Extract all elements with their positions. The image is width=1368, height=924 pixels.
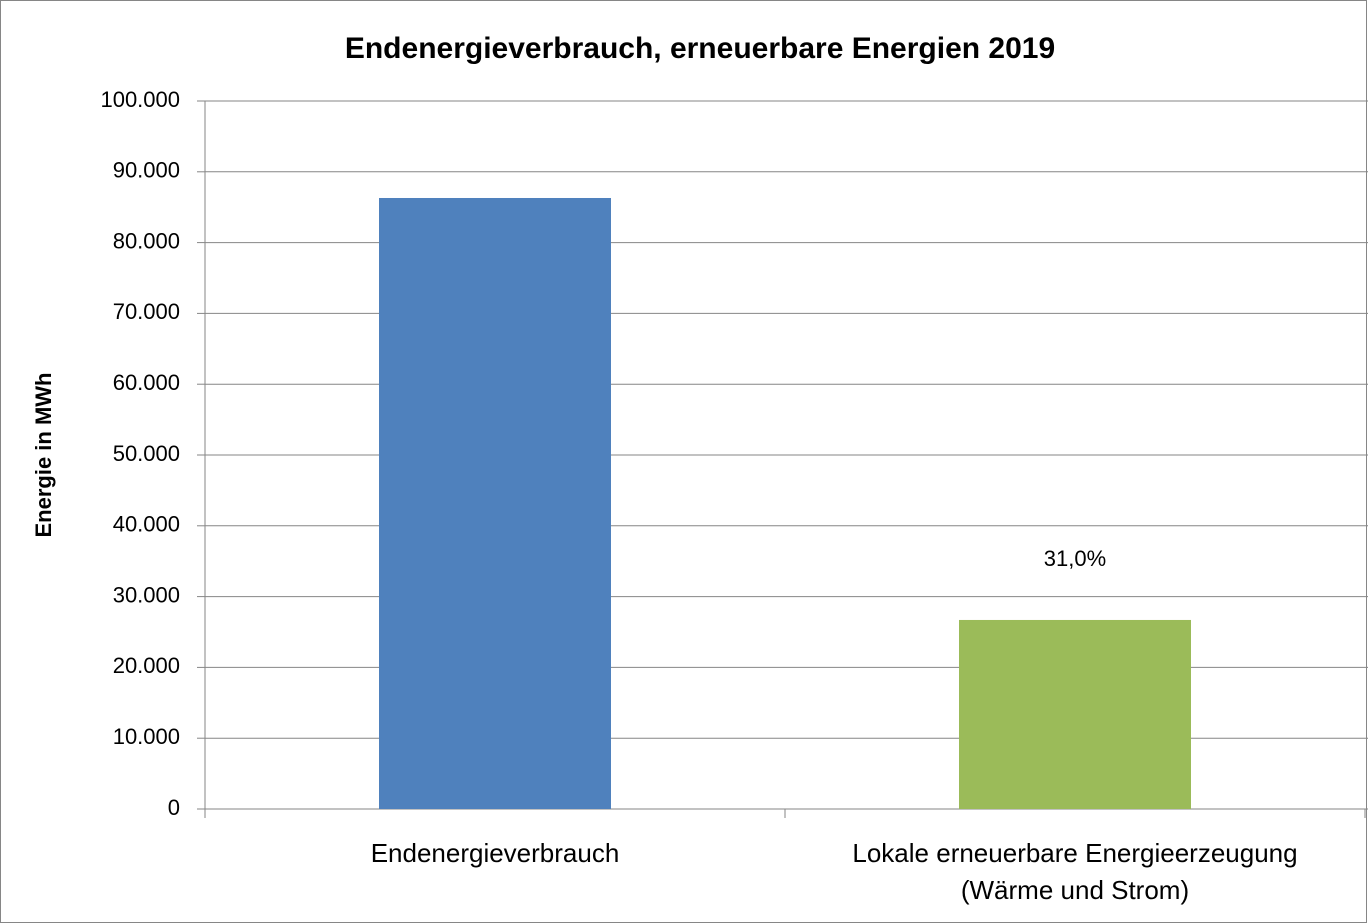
y-tick-label: 0 [168,795,180,820]
y-tick-label: 20.000 [113,653,180,678]
y-tick-label: 100.000 [100,87,180,112]
chart-title: Endenergieverbrauch, erneuerbare Energie… [345,32,1055,65]
y-tick-label: 30.000 [113,582,180,607]
y-tick-label: 10.000 [113,724,180,749]
y-tick-label: 80.000 [113,228,180,253]
x-tick-label: Endenergieverbrauch [371,838,620,868]
annotation: 31,0% [1044,546,1106,571]
y-tick-label: 40.000 [113,512,180,537]
y-tick-label: 60.000 [113,370,180,395]
y-tick-label: 50.000 [113,441,180,466]
bar [379,197,611,810]
y-tick-label: 90.000 [113,158,180,183]
x-tick-label: Lokale erneuerbare Energieerzeugung (Wärm… [852,838,1297,905]
y-tick-label: 70.000 [113,299,180,324]
y-axis-label: Energie in MWh [31,373,56,538]
bar [959,619,1191,809]
